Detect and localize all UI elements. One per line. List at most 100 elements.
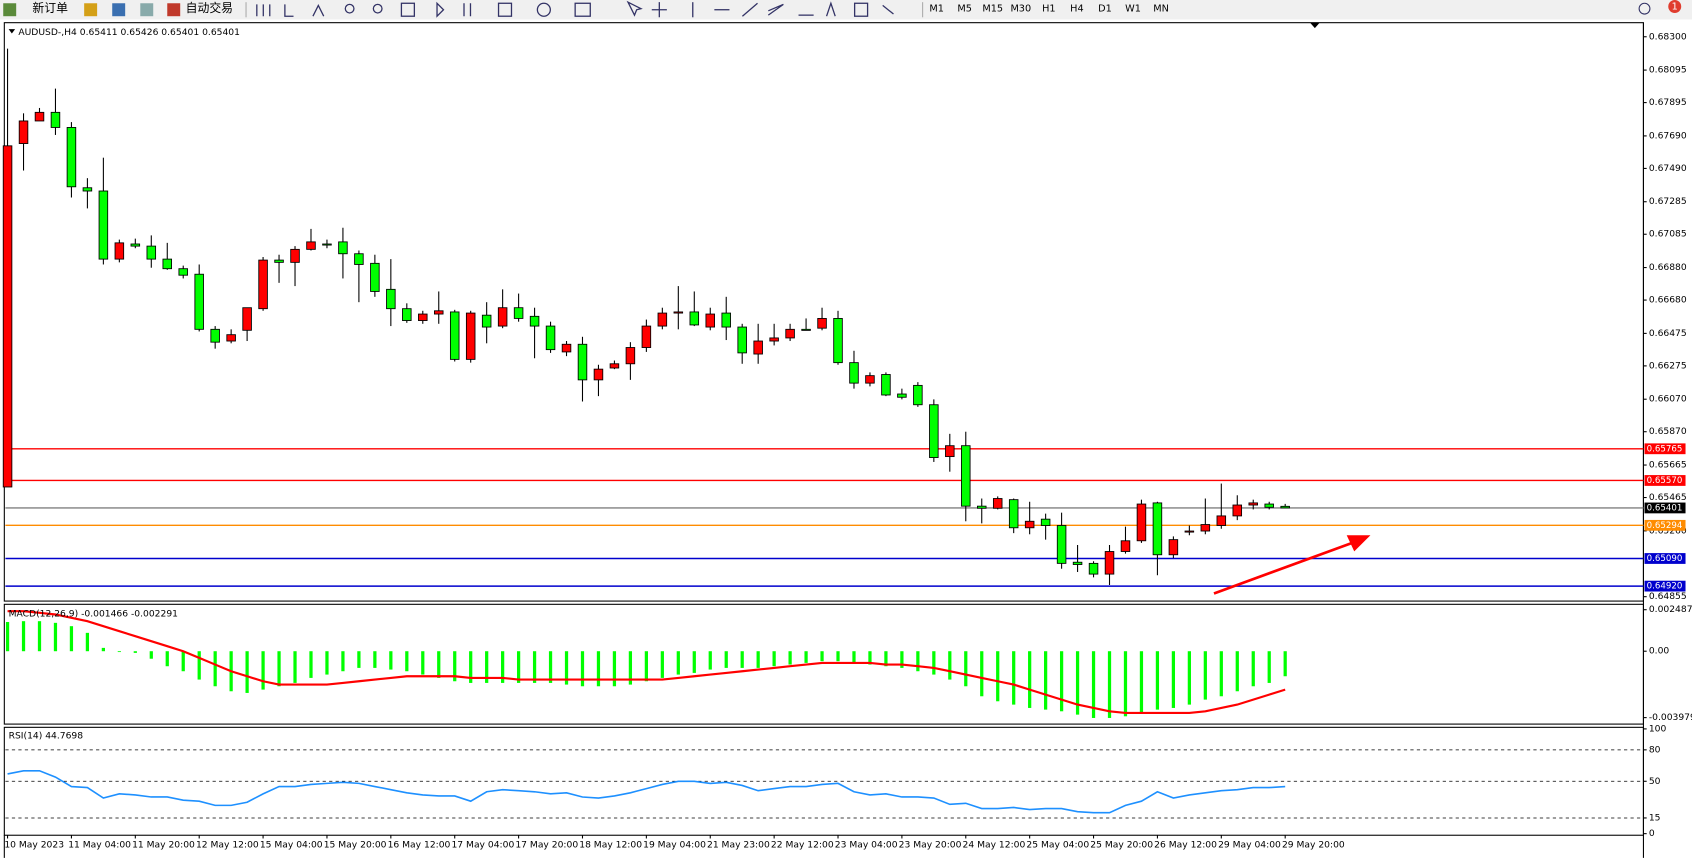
candle-body [705,313,715,328]
candle-body [402,308,412,321]
notification-count: 1 [1672,2,1678,13]
level-label: 0.65570 [1647,476,1683,486]
timeframe-button[interactable]: M15 [982,4,1003,15]
macd-bar [1155,651,1160,710]
candle-body [593,368,604,381]
level-label: 0.65401 [1647,503,1683,513]
candle-body [865,375,875,384]
x-tick-label: 29 May 20:00 [1282,839,1345,850]
y-tick-label: 0.66070 [1649,394,1687,405]
macd-bar [1187,651,1191,705]
macd-bar [1028,651,1032,708]
macd-bar [181,651,185,672]
candle-body [290,248,300,263]
y-tick-label: 0.66275 [1649,360,1687,371]
timeframe-button[interactable]: H1 [1042,4,1055,15]
macd-bar [1075,651,1080,715]
macd-bar [980,651,984,697]
icon[interactable] [112,3,126,17]
timeframe-button[interactable]: D1 [1098,4,1112,15]
auto-trading-icon[interactable] [167,3,181,17]
macd-bar [5,622,10,652]
pane-title: RSI(14) 44.7698 [9,730,84,741]
macd-bar [868,651,872,665]
notification-badge[interactable] [1668,0,1682,13]
timeframe-button[interactable]: M5 [957,4,972,15]
y-tick-label: 0.68095 [1649,65,1687,76]
macd-bar [756,651,760,668]
candle-body [82,187,93,192]
x-tick-label: 26 May 12:00 [1154,839,1217,850]
macd-bar [341,651,345,672]
level-label-bg [1644,580,1686,592]
macd-bar [1091,651,1096,718]
new-order-button[interactable]: 新订单 [32,1,68,15]
timeframe-button[interactable]: W1 [1125,4,1141,15]
timeframe-button[interactable]: M1 [929,4,944,15]
macd-bar [1123,651,1128,717]
candle-body [2,145,13,488]
y-tick-label: 0.67285 [1649,196,1687,207]
macd-bar [1203,651,1207,700]
tool-icons[interactable] [256,0,894,18]
candle-body [1040,518,1051,526]
candle-body [258,259,268,310]
symbol-menu[interactable] [8,29,16,34]
y-tick-label: 0.66475 [1649,328,1687,339]
candle-body [817,318,827,329]
search-icon[interactable] [1638,2,1651,15]
timeframe-button[interactable]: M30 [1010,4,1031,15]
candle-body [577,343,588,381]
macd-bar [85,632,90,652]
candle-body [1232,504,1243,517]
macd-bar [1235,651,1239,692]
x-tick-label: 12 May 12:00 [196,839,259,850]
pane-title: MACD(12,26,9) -0.001466 -0.002291 [9,609,178,620]
chart-shift-marker[interactable] [1310,22,1320,29]
macd-bar [772,651,776,667]
candle-body [529,315,540,327]
candle-body [418,313,428,321]
x-tick-label: 15 May 20:00 [324,839,387,850]
y-tick-label: 15 [1649,812,1661,823]
icon[interactable] [140,3,154,17]
candle-body [114,242,125,260]
macd-bar [1059,651,1064,712]
candle-body [801,328,811,331]
level-label: 0.64920 [1647,582,1683,592]
level-label-bg [1644,475,1686,486]
y-tick-label: 0.65870 [1649,426,1687,437]
y-tick-label: 0.67085 [1649,229,1687,240]
candle-body [1104,551,1115,575]
candle-body [386,288,396,310]
trend-arrow [1213,535,1371,595]
macd-bar [996,651,1000,702]
arrow-shaft [1213,540,1356,595]
candle-body [737,326,747,354]
level-label: 0.65090 [1647,554,1683,564]
candle-body [929,404,939,458]
candle-body [210,328,220,343]
candle-body [162,258,173,270]
candle-body [849,362,859,384]
timeframe-button[interactable]: MN [1153,4,1169,15]
new-order-icon[interactable] [3,3,17,17]
auto-trading-button[interactable]: 自动交易 [186,1,233,15]
candle-body [18,120,29,144]
macd-bar [836,651,840,662]
x-tick-label: 19 May 04:00 [643,839,706,850]
icon[interactable] [84,3,98,17]
candle-body [945,445,955,458]
x-tick-label: 18 May 12:00 [579,839,642,850]
level-label: 0.65765 [1647,444,1683,454]
macd-bar [708,651,712,670]
candle-body [561,343,572,353]
x-tick-label: 21 May 23:00 [707,839,770,850]
toolbar: 新订单 自动交易 M1 M5 M15 M30 H1 H4 D1 W1 MN 1 [0,0,1692,20]
macd-bar [724,651,728,668]
macd-bar [325,651,329,675]
candle-body [833,318,843,364]
candle-body [1056,525,1067,564]
timeframe-button[interactable]: H4 [1070,4,1083,15]
